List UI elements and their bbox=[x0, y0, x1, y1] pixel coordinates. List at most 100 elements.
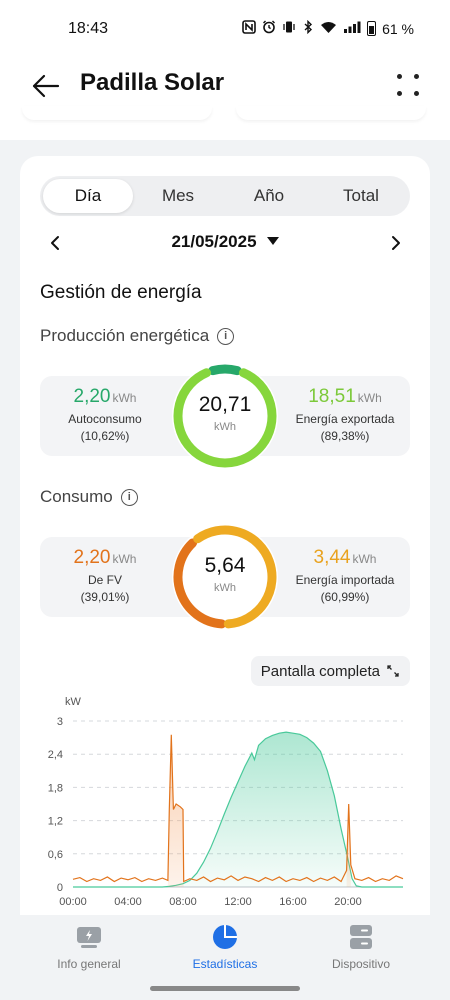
consumption-title-text: Consumo bbox=[40, 487, 113, 506]
x-tick-label: 00:00 bbox=[59, 896, 87, 908]
statistics-card: Día Mes Año Total 21/05/2025 Gestión de … bbox=[20, 156, 430, 916]
x-tick-label: 16:00 bbox=[279, 896, 307, 908]
previous-date-button[interactable] bbox=[42, 230, 68, 256]
consumption-ring-center: 5,64 kWh bbox=[172, 554, 278, 594]
production-ring: 20,71 kWh bbox=[172, 363, 278, 469]
production-total: 20,71 bbox=[198, 393, 252, 416]
nfc-icon bbox=[242, 20, 256, 37]
production-total-unit: kWh bbox=[214, 421, 236, 433]
y-tick-label: 0,6 bbox=[48, 849, 63, 861]
pv-consumption-metric: 2,20 kWh De FV (39,01%) bbox=[40, 547, 170, 604]
app-header: Padilla Solar bbox=[0, 60, 450, 115]
y-tick-label: 2,4 bbox=[48, 749, 63, 761]
nav-overview-label: Info general bbox=[57, 957, 121, 971]
imported-energy-metric: 3,44 kWh Energía importada (60,99%) bbox=[280, 547, 410, 604]
server-icon bbox=[350, 925, 372, 949]
pv-consumption-value: 2,20 bbox=[73, 547, 111, 568]
imported-energy-label: Energía importada bbox=[295, 573, 395, 587]
chevron-left-icon bbox=[51, 236, 59, 250]
nav-statistics[interactable]: Estadísticas bbox=[150, 923, 300, 971]
x-tick-label: 08:00 bbox=[169, 896, 197, 908]
page-title: Padilla Solar bbox=[80, 69, 225, 96]
bottom-nav: Info general Estadísticas Dispositivo bbox=[0, 915, 450, 1000]
pv-consumption-label: De FV bbox=[87, 573, 122, 587]
self-consumption-value: 2,20 bbox=[73, 386, 111, 407]
info-icon[interactable]: i bbox=[217, 327, 235, 345]
production-title-text: Producción energética bbox=[40, 326, 210, 345]
exported-energy-metric: 18,51 kWh Energía exportada (89,38%) bbox=[280, 386, 410, 443]
caret-down-icon bbox=[266, 237, 279, 245]
consumption-spike-area bbox=[346, 804, 351, 887]
vibrate-icon bbox=[282, 20, 296, 37]
nav-device[interactable]: Dispositivo bbox=[286, 923, 436, 971]
export-arc bbox=[173, 368, 277, 468]
tab-month[interactable]: Mes bbox=[161, 186, 195, 205]
consumption-total: 5,64 bbox=[204, 554, 246, 577]
consumption-total-unit: kWh bbox=[214, 582, 236, 594]
y-axis-unit: kW bbox=[65, 696, 82, 708]
energy-management-title: Gestión de energía bbox=[40, 282, 202, 303]
consumption-title: Consumo i bbox=[40, 487, 138, 507]
nav-device-label: Dispositivo bbox=[331, 957, 391, 971]
imported-arc bbox=[193, 525, 277, 629]
self-consumption-metric: 2,20 kWh Autoconsumo (10,62%) bbox=[40, 386, 170, 443]
selected-date: 21/05/2025 bbox=[171, 232, 257, 251]
alarm-icon bbox=[262, 20, 276, 37]
next-date-button[interactable] bbox=[383, 230, 409, 256]
battery-icon bbox=[367, 21, 377, 36]
more-options-button[interactable] bbox=[394, 70, 424, 100]
home-indicator[interactable] bbox=[150, 986, 300, 991]
fullscreen-label: Pantalla completa bbox=[260, 662, 380, 680]
pv-consumption-percent: (39,01%) bbox=[80, 590, 130, 604]
nav-overview[interactable]: Info general bbox=[14, 923, 164, 971]
exported-energy-percent: (89,38%) bbox=[320, 429, 370, 443]
pv-arc bbox=[173, 538, 227, 629]
chevron-right-icon bbox=[392, 236, 400, 250]
arrow-left-icon bbox=[32, 74, 60, 98]
imported-energy-unit: kWh bbox=[352, 552, 377, 566]
status-bar: 18:43 61 % bbox=[0, 0, 450, 60]
consumption-box: 2,20 kWh De FV (39,01%) 3,44 kWh Energía i… bbox=[40, 537, 410, 617]
consumption-line bbox=[72, 734, 404, 883]
tab-day[interactable]: Día bbox=[43, 179, 133, 213]
consumption-ring: 5,64 kWh bbox=[172, 524, 278, 630]
tab-total[interactable]: Total bbox=[343, 186, 379, 205]
status-icons: 61 % bbox=[242, 19, 414, 37]
previous-cards bbox=[0, 106, 450, 120]
date-selector: 21/05/2025 bbox=[20, 228, 430, 258]
wifi-icon bbox=[320, 20, 337, 37]
date-dropdown[interactable]: 21/05/2025 bbox=[20, 232, 430, 252]
more-dots-icon bbox=[414, 91, 419, 96]
x-tick-label: 04:00 bbox=[114, 896, 142, 908]
battery-percent: 61 % bbox=[382, 20, 414, 37]
signal-icon bbox=[343, 20, 361, 37]
production-ring-chart bbox=[173, 364, 277, 468]
x-tick-label: 12:00 bbox=[224, 896, 252, 908]
production-area bbox=[73, 732, 403, 887]
self-consumption-percent: (10,62%) bbox=[80, 429, 130, 443]
production-title: Producción energética i bbox=[40, 326, 235, 346]
expand-icon bbox=[387, 665, 399, 677]
y-tick-label: 3 bbox=[57, 716, 63, 728]
production-ring-center: 20,71 kWh bbox=[172, 393, 278, 433]
tab-year[interactable]: Año bbox=[253, 186, 285, 205]
fullscreen-button[interactable]: Pantalla completa bbox=[250, 656, 410, 686]
y-tick-label: 1,2 bbox=[48, 816, 63, 828]
consumption-ring-chart bbox=[173, 525, 277, 629]
more-dots-icon bbox=[397, 91, 402, 96]
imported-energy-percent: (60,99%) bbox=[320, 590, 370, 604]
solar-panel-icon bbox=[77, 927, 101, 948]
pie-chart-icon bbox=[213, 925, 237, 949]
exported-energy-label: Energía exportada bbox=[295, 412, 395, 426]
info-icon[interactable]: i bbox=[120, 488, 138, 506]
period-tabs: Día Mes Año Total bbox=[40, 176, 410, 216]
self-consumption-unit: kWh bbox=[112, 391, 137, 405]
exported-energy-value: 18,51 bbox=[308, 386, 356, 407]
y-tick-label: 0 bbox=[57, 882, 63, 894]
more-dots-icon bbox=[414, 74, 419, 79]
status-time: 18:43 bbox=[68, 20, 109, 37]
back-button[interactable] bbox=[28, 68, 64, 104]
power-chart[interactable]: kW3 2,4 1,8 1,2 0,6 0 00:00 04:00 08:00 12:00 16:0… bbox=[20, 691, 430, 916]
imported-energy-value: 3,44 bbox=[313, 547, 351, 568]
previous-card-left bbox=[22, 106, 212, 120]
